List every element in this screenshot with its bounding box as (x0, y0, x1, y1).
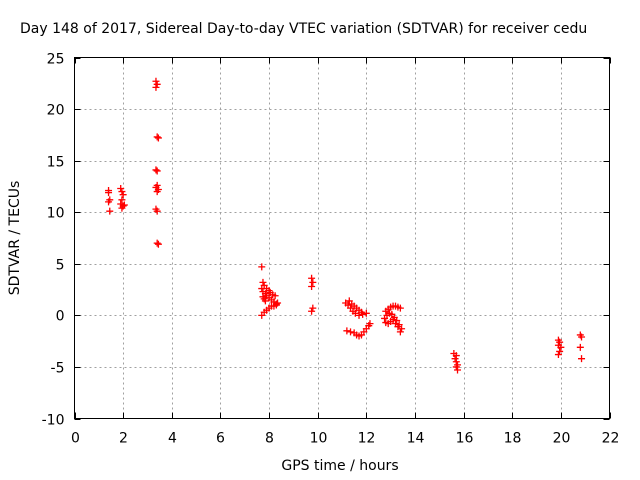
data-point (362, 309, 370, 317)
x-tick-label: 10 (310, 431, 328, 447)
data-point (261, 297, 269, 305)
data-point (274, 299, 282, 307)
data-point (576, 343, 584, 351)
data-point (258, 263, 266, 271)
data-point (106, 207, 114, 215)
data-point (153, 239, 161, 247)
chart-title: Day 148 of 2017, Sidereal Day-to-day VTE… (20, 21, 587, 37)
y-tick-label: 0 (56, 309, 65, 325)
data-point (308, 274, 316, 282)
x-tick-label: 8 (265, 431, 274, 447)
data-point (118, 196, 126, 204)
data-point (396, 304, 404, 312)
data-point (366, 320, 374, 328)
y-tick-label: 10 (47, 206, 65, 222)
x-tick-label: 12 (358, 431, 376, 447)
data-point (556, 347, 564, 355)
data-point (154, 240, 162, 248)
data-point (347, 328, 355, 336)
x-tick-label: 16 (456, 431, 474, 447)
data-points (105, 77, 586, 374)
x-tick-label: 0 (71, 431, 80, 447)
data-point (451, 355, 459, 363)
data-point (396, 328, 404, 336)
x-tick-label: 14 (407, 431, 425, 447)
data-point (556, 338, 564, 346)
data-point (557, 343, 565, 351)
data-point (153, 133, 161, 141)
data-point (394, 323, 402, 331)
y-tick-label: 20 (47, 103, 65, 119)
data-point (105, 198, 113, 206)
data-point (343, 327, 351, 335)
grid (74, 57, 610, 419)
x-tick-label: 6 (216, 431, 225, 447)
data-point (153, 167, 161, 175)
data-point (554, 351, 562, 359)
data-point (308, 282, 316, 290)
data-point (578, 355, 586, 363)
y-tick-label: -5 (51, 361, 65, 377)
y-tick-label: 5 (56, 258, 65, 274)
data-point (578, 333, 586, 341)
data-point (154, 134, 162, 142)
data-point (259, 278, 267, 286)
data-point (308, 307, 316, 315)
data-point (152, 166, 160, 174)
x-tick-label: 2 (119, 431, 128, 447)
data-point (398, 325, 406, 333)
x-tick-label: 22 (602, 431, 620, 447)
tick-labels: 0 2 4 6 8 10 12 14 16 18 20 22 -10 -5 0 5 10 15 20 25 (42, 52, 620, 447)
plot-frame (74, 57, 610, 419)
data-point (105, 189, 113, 197)
x-tick-label: 18 (504, 431, 522, 447)
data-point (118, 188, 126, 196)
x-axis-label: GPS time / hours (281, 458, 398, 474)
data-point (309, 304, 317, 312)
y-axis-label: SDTVAR / TECUs (7, 181, 23, 296)
y-tick-label: 15 (47, 155, 65, 171)
data-point (309, 278, 317, 286)
data-point (153, 80, 161, 88)
data-point (271, 292, 279, 300)
data-point (120, 201, 128, 209)
y-tick-label: 25 (47, 52, 65, 68)
data-point (452, 352, 460, 360)
data-point (393, 317, 401, 325)
data-point (454, 366, 462, 374)
data-point (153, 207, 161, 215)
axis-ticks (74, 57, 611, 420)
x-tick-label: 4 (168, 431, 177, 447)
data-point (152, 77, 160, 85)
data-point (152, 83, 160, 91)
y-tick-label: -10 (42, 413, 65, 429)
data-point (389, 315, 397, 323)
x-tick-label: 20 (553, 431, 571, 447)
data-point (119, 191, 127, 199)
data-point (452, 363, 460, 371)
data-point (117, 184, 125, 192)
data-point (153, 188, 161, 196)
data-point (351, 309, 359, 317)
data-point (357, 308, 365, 316)
